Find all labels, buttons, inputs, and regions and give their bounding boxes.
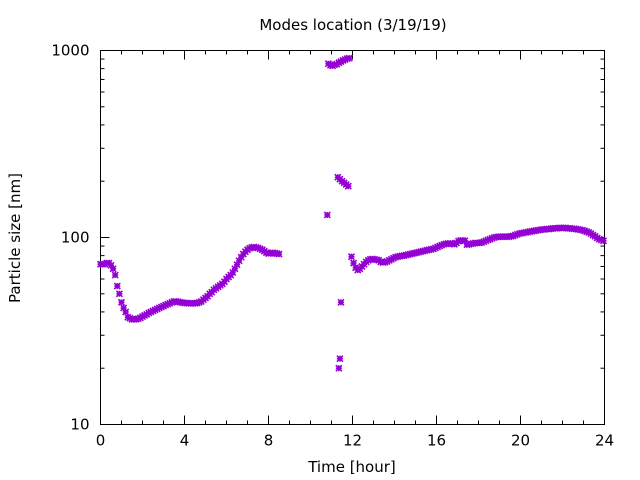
- x-tick-label: 8: [264, 432, 274, 450]
- data-point: [117, 298, 126, 306]
- data-point: [337, 298, 345, 306]
- data-point: [433, 243, 442, 251]
- data-point: [595, 235, 603, 243]
- x-axis-label: Time [hour]: [307, 458, 396, 476]
- plot-area: [96, 50, 608, 425]
- data-point: [484, 236, 492, 244]
- data-point: [478, 238, 486, 247]
- data-point: [336, 355, 344, 363]
- data-point: [486, 235, 494, 243]
- data-point: [339, 56, 347, 64]
- x-tick-label: 4: [180, 432, 190, 450]
- data-point: [155, 304, 163, 312]
- data-point: [235, 257, 243, 265]
- data-point: [488, 234, 496, 242]
- data-point: [436, 242, 444, 250]
- data-point: [111, 271, 119, 279]
- x-tick-label: 24: [595, 432, 614, 450]
- data-point: [347, 253, 356, 261]
- x-tick-label: 0: [96, 432, 106, 450]
- data-point: [345, 54, 353, 62]
- data-point: [275, 250, 283, 258]
- data-point: [109, 265, 117, 273]
- plot-frame: [100, 50, 605, 425]
- data-point: [107, 261, 115, 269]
- data-point: [159, 302, 168, 310]
- data-point: [461, 237, 469, 245]
- scatter-points: [96, 54, 608, 372]
- y-axis-label: Particle size [nm]: [6, 173, 24, 303]
- data-point: [164, 300, 172, 308]
- data-point: [482, 237, 490, 245]
- data-point: [134, 315, 142, 323]
- x-tick-label: 16: [427, 432, 446, 450]
- data-point: [431, 244, 440, 252]
- data-point: [323, 211, 331, 219]
- data-point: [341, 55, 349, 64]
- y-tick-label: 10: [70, 416, 89, 434]
- data-point: [233, 261, 241, 269]
- data-point: [115, 290, 123, 298]
- data-point: [229, 268, 237, 277]
- y-tick-label: 1000: [51, 42, 89, 60]
- data-point: [246, 244, 254, 252]
- data-point: [597, 236, 605, 244]
- y-tick-label: 100: [61, 229, 90, 247]
- data-point: [480, 238, 488, 246]
- data-point: [429, 245, 437, 253]
- data-point: [113, 282, 121, 290]
- data-point: [122, 308, 130, 316]
- data-point: [120, 304, 128, 312]
- data-point: [344, 182, 352, 190]
- data-point: [454, 237, 463, 245]
- data-point: [168, 298, 176, 306]
- data-point: [335, 364, 343, 372]
- tick-labels: 0 4 8 12 16 20 24 10 100 1000: [51, 42, 614, 450]
- data-point: [157, 303, 165, 311]
- x-tick-label: 12: [343, 432, 362, 450]
- data-point: [349, 259, 358, 267]
- data-point: [438, 241, 446, 249]
- data-point: [256, 245, 264, 253]
- data-point: [166, 299, 174, 307]
- data-point: [195, 298, 203, 306]
- x-tick-label: 20: [511, 432, 530, 450]
- chart-title: Modes location (3/19/19): [259, 16, 446, 34]
- data-point: [254, 244, 262, 252]
- ticks: [100, 50, 605, 425]
- data-point: [231, 265, 239, 273]
- data-point: [599, 237, 608, 245]
- data-point: [162, 301, 170, 309]
